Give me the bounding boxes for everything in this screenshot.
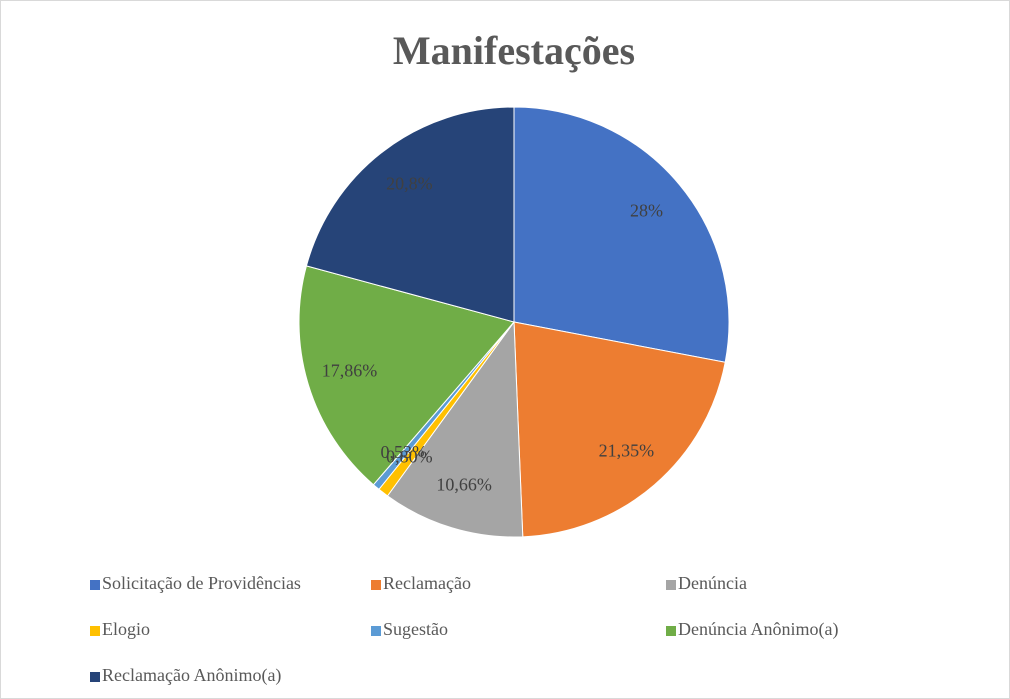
data-label: 0,80% <box>386 447 433 467</box>
legend-label: Sugestão <box>383 619 448 639</box>
pie-slice <box>305 106 515 323</box>
legend-label: Denúncia <box>678 573 747 593</box>
legend-label: Reclamação Anônimo(a) <box>102 665 281 686</box>
data-label: 20,8% <box>386 174 433 194</box>
legend-swatch <box>90 580 100 590</box>
legend-swatch <box>90 626 100 636</box>
legend-swatch <box>90 672 100 682</box>
data-label: 0,53% <box>380 442 427 462</box>
legend-swatch <box>666 580 676 590</box>
pie-slice <box>513 106 730 363</box>
legend-label: Reclamação <box>383 573 471 593</box>
data-label: 10,66% <box>436 475 492 495</box>
chart-title: Manifestações <box>393 28 635 73</box>
data-label: 21,35% <box>599 440 655 460</box>
data-label: 28% <box>630 200 663 220</box>
data-label: 17,86% <box>322 360 378 380</box>
legend-swatch <box>666 626 676 636</box>
legend-label: Denúncia Anônimo(a) <box>678 619 838 640</box>
pie-slice <box>513 321 726 538</box>
legend-label: Elogio <box>102 619 150 639</box>
legend-swatch <box>371 580 381 590</box>
legend-label: Solicitação de Providências <box>102 573 301 593</box>
legend-swatch <box>371 626 381 636</box>
pie-slice <box>386 320 524 538</box>
pie-slice <box>298 265 515 486</box>
